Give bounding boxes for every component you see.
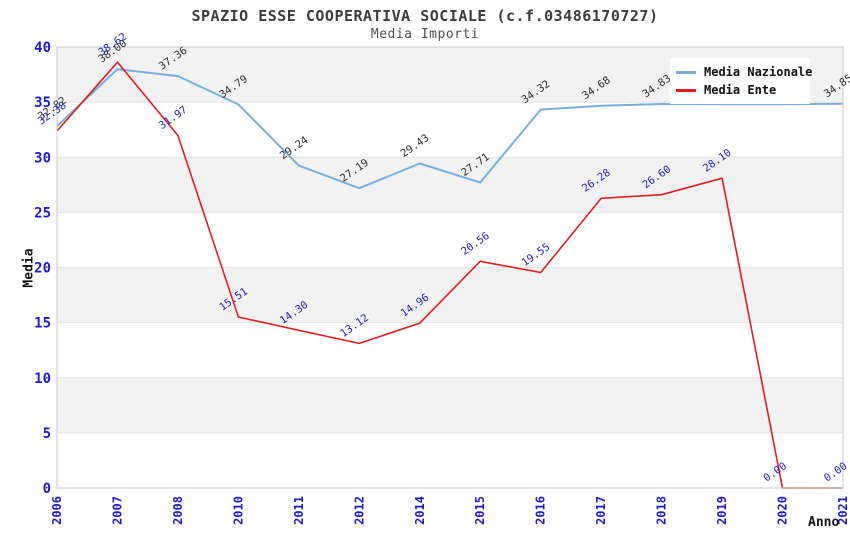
x-tick-label: 2014 bbox=[413, 496, 427, 525]
y-tick-label: 5 bbox=[43, 426, 51, 442]
data-point-label-nazionale: 29.43 bbox=[399, 132, 432, 160]
x-tick-label: 2017 bbox=[594, 496, 608, 525]
x-tick-label: 2019 bbox=[715, 496, 729, 525]
plot-band bbox=[57, 267, 843, 323]
legend-swatch-ente-icon bbox=[676, 88, 696, 92]
data-point-label-ente: 31.97 bbox=[157, 104, 190, 132]
legend: Media Nazionale Media Ente bbox=[670, 58, 812, 104]
plot-border bbox=[56, 46, 844, 489]
plot-band bbox=[57, 157, 843, 213]
y-axis-title: Media bbox=[21, 248, 37, 288]
legend-label-ente: Media Ente bbox=[704, 83, 777, 97]
data-point-label-ente: 0.00 bbox=[822, 460, 850, 484]
legend-item-ente: Media Ente bbox=[676, 81, 804, 99]
x-tick-label: 2007 bbox=[110, 496, 124, 525]
x-axis-title: Anno bbox=[808, 515, 840, 530]
plot-band bbox=[57, 377, 843, 433]
y-tick-label: 35 bbox=[34, 95, 51, 111]
y-tick-label: 10 bbox=[34, 371, 51, 387]
y-tick-label: 20 bbox=[34, 261, 51, 277]
x-tick-label: 2011 bbox=[292, 496, 306, 525]
y-tick-label: 25 bbox=[34, 205, 51, 221]
series-line-ente bbox=[56, 61, 843, 489]
y-tick-label: 30 bbox=[34, 150, 51, 166]
x-tick-label: 2018 bbox=[655, 496, 669, 525]
x-tick-label: 2020 bbox=[776, 496, 790, 525]
legend-label-nazionale: Media Nazionale bbox=[704, 65, 813, 79]
data-point-label-ente: 0.00 bbox=[761, 460, 789, 484]
y-tick-label: 15 bbox=[34, 316, 51, 332]
x-tick-label: 2021 bbox=[836, 496, 850, 525]
legend-item-nazionale: Media Nazionale bbox=[676, 63, 812, 81]
y-tick-label: 0 bbox=[43, 481, 51, 497]
legend-swatch-nazionale-icon bbox=[676, 70, 696, 74]
y-tick-label: 40 bbox=[34, 40, 51, 56]
x-tick-label: 2006 bbox=[50, 496, 64, 525]
x-tick-label: 2012 bbox=[352, 496, 366, 525]
chart-subtitle: Media Importi bbox=[370, 27, 480, 42]
series-line-nazionale bbox=[56, 68, 844, 190]
x-tick-label: 2015 bbox=[473, 496, 487, 525]
x-tick-label: 2008 bbox=[171, 496, 185, 525]
x-tick-label: 2016 bbox=[534, 496, 548, 525]
x-tick-label: 2010 bbox=[231, 496, 245, 525]
chart-title: SPAZIO ESSE COOPERATIVA SOCIALE (c.f.034… bbox=[191, 7, 659, 25]
data-point-label-ente: 20.56 bbox=[459, 230, 492, 258]
